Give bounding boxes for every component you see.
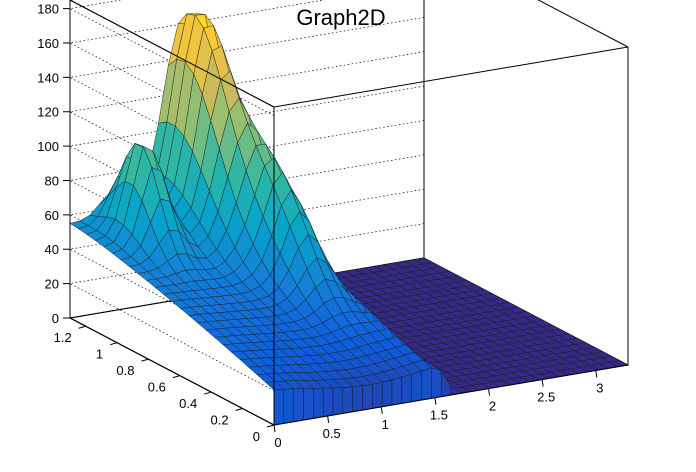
surface-front-wall — [401, 373, 412, 404]
x-tick-label: 0.5 — [323, 426, 341, 441]
surface-front-wall — [303, 388, 314, 421]
surface-front-wall — [352, 385, 363, 412]
surface-front-wall — [342, 386, 353, 414]
y-tick-mark — [109, 342, 118, 346]
surface-front-wall — [283, 388, 294, 424]
y-tick-mark — [235, 408, 243, 412]
surface-front-wall — [381, 379, 393, 407]
y-tick-label: 0.2 — [211, 413, 229, 428]
surface-front-wall — [431, 367, 442, 399]
surface-front-wall — [273, 388, 285, 426]
x-tick-mark — [273, 424, 276, 433]
z-tick-label: 0 — [52, 311, 59, 326]
axes-layer — [63, 0, 629, 433]
surface-front-wall — [391, 376, 403, 406]
surface-front-wall — [421, 367, 432, 401]
y-tick-mark — [172, 375, 180, 379]
frame-edge — [273, 46, 629, 108]
surface-front-wall — [313, 387, 324, 419]
x-tick-mark — [380, 406, 383, 414]
surface-front-wall — [293, 388, 304, 422]
z-tick-label: 120 — [37, 105, 59, 120]
x-tick-label: 2 — [489, 399, 496, 414]
x-tick-label: 1 — [382, 417, 389, 432]
x-tick-mark — [327, 415, 330, 423]
z-tick-label: 160 — [37, 36, 59, 51]
y-tick-label: 0 — [253, 429, 260, 444]
y-tick-mark — [204, 391, 212, 395]
x-tick-mark — [434, 397, 437, 405]
x-tick-label: 0 — [274, 435, 281, 450]
x-tick-label: 3 — [596, 380, 603, 395]
surface-front-wall — [322, 387, 334, 417]
y-tick-label: 0.6 — [148, 380, 166, 395]
y-tick-label: 0.8 — [116, 363, 134, 378]
z-tick-label: 140 — [37, 70, 59, 85]
frame-edge — [537, 0, 629, 48]
surface-front-wall — [332, 387, 344, 416]
y-tick-label: 0.4 — [179, 396, 197, 411]
x-tick-label: 1.5 — [430, 408, 448, 423]
surface-front-wall — [411, 370, 422, 402]
z-tick-label: 20 — [45, 277, 59, 292]
x-tick-label: 2.5 — [537, 390, 555, 405]
z-tick-label: 100 — [37, 139, 59, 154]
y-tick-label: 1.2 — [54, 330, 72, 345]
z-tick-label: 180 — [37, 2, 59, 17]
x-axis-line — [273, 364, 629, 426]
y-tick-mark — [78, 325, 86, 329]
z-tick-label: 60 — [45, 208, 59, 223]
frame-edge — [69, 0, 275, 108]
x-tick-mark — [488, 388, 491, 396]
surface-layer — [69, 13, 629, 426]
tick-layer: 0 0.5 1 1.5 2 2.5 3 0 0.2 0.4 0.6 0.8 1 1.2 0 20 40 60 80 1… — [37, 2, 603, 450]
x-tick-mark — [541, 379, 544, 387]
y-axis-line — [69, 317, 275, 426]
y-tick-mark — [266, 424, 275, 428]
y-tick-label: 1 — [96, 347, 103, 362]
x-tick-mark — [595, 370, 598, 378]
y-tick-mark — [141, 358, 149, 362]
z-tick-label: 80 — [45, 173, 59, 188]
surface-front-wall — [372, 382, 383, 409]
z-tick-label: 40 — [45, 242, 59, 257]
chart-title: Graph2D — [296, 5, 385, 30]
surface-front-wall — [362, 384, 373, 411]
z-grid-line — [68, 223, 425, 391]
